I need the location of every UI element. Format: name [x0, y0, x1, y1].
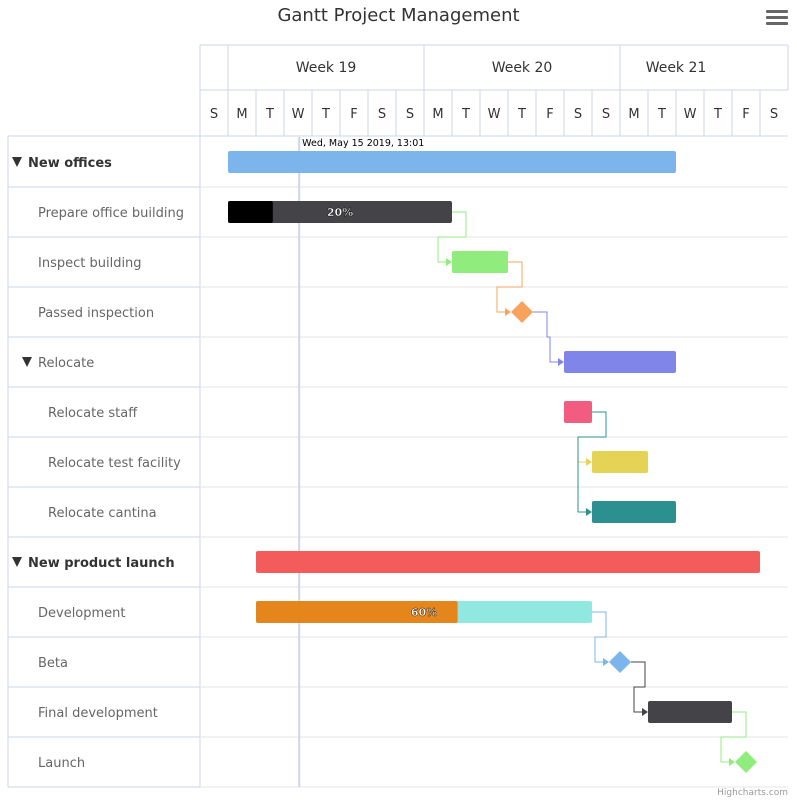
row-label: Final development: [38, 706, 158, 721]
task-bar: [592, 501, 676, 523]
row-label: New product launch: [28, 556, 175, 571]
triangle-down-icon: [22, 357, 32, 367]
row-label: Development: [38, 606, 126, 621]
hamburger-menu-icon[interactable]: [766, 10, 788, 30]
milestone-marker: [609, 651, 631, 673]
dependency-arrow-icon: [642, 708, 648, 716]
dependency-connector: [437, 211, 467, 263]
task-bar: [228, 201, 452, 223]
task-bar: [592, 451, 648, 473]
day-label: W: [292, 107, 305, 122]
day-label: S: [574, 107, 582, 122]
task-progress-bar: [228, 201, 273, 223]
row-label: Inspect building: [38, 256, 142, 271]
task-bar: [228, 151, 676, 173]
day-label: T: [713, 107, 722, 122]
dependency-arrow-icon: [586, 508, 592, 516]
day-label: M: [432, 107, 443, 122]
task-bar: [256, 551, 760, 573]
task-progress-bar: [256, 601, 458, 623]
triangle-down-icon: [12, 157, 22, 167]
task-bar: [648, 701, 732, 723]
dependency-arrow-icon: [558, 358, 564, 366]
day-label: S: [378, 107, 386, 122]
dependency-connector: [720, 711, 747, 763]
dependency-arrow-icon: [446, 258, 452, 266]
task-progress-label: 20%: [327, 206, 353, 219]
day-label: T: [461, 107, 470, 122]
day-label: T: [657, 107, 666, 122]
day-label: M: [628, 107, 639, 122]
day-label: W: [684, 107, 697, 122]
row-label: Relocate cantina: [48, 506, 157, 521]
chart-title: Gantt Project Management: [277, 5, 520, 26]
day-label: T: [517, 107, 526, 122]
day-label: T: [321, 107, 330, 122]
dependency-arrow-icon: [586, 458, 592, 466]
milestone-marker: [511, 301, 533, 323]
day-label: F: [742, 107, 749, 122]
row-label: Relocate: [38, 356, 94, 371]
dependency-arrow-icon: [603, 658, 609, 666]
day-label: F: [546, 107, 553, 122]
day-label: F: [350, 107, 357, 122]
row-label: Relocate test facility: [48, 456, 181, 471]
day-label: W: [488, 107, 501, 122]
day-label: S: [602, 107, 610, 122]
row-label: Beta: [38, 656, 68, 671]
week-label: Week 19: [296, 60, 357, 76]
dependency-connector: [577, 411, 607, 513]
day-label: M: [236, 107, 247, 122]
dependency-connector: [631, 661, 646, 713]
dependency-connector: [533, 311, 559, 363]
credits-link[interactable]: Highcharts.com: [717, 788, 788, 798]
row-label: Prepare office building: [38, 206, 184, 221]
task-progress-label: 60%: [411, 606, 437, 619]
day-label: T: [265, 107, 274, 122]
day-label: S: [770, 107, 778, 122]
row-label: Passed inspection: [38, 306, 154, 321]
task-bar: [452, 251, 508, 273]
current-date-label: Wed, May 15 2019, 13:01: [302, 138, 424, 149]
triangle-down-icon: [12, 557, 22, 567]
week-label: Week 21: [646, 60, 707, 76]
dependency-connector: [592, 611, 607, 663]
row-label: Launch: [38, 756, 85, 771]
task-bar: [564, 351, 676, 373]
dependency-arrow-icon: [505, 308, 511, 316]
row-label: Relocate staff: [48, 406, 138, 421]
dependency-connector: [496, 261, 523, 313]
day-label: S: [406, 107, 414, 122]
task-bar: [564, 401, 592, 423]
dependency-arrow-icon: [729, 758, 735, 766]
week-label: Week 20: [492, 60, 553, 76]
milestone-marker: [735, 751, 757, 773]
row-label: New offices: [28, 156, 112, 171]
day-label: S: [210, 107, 218, 122]
